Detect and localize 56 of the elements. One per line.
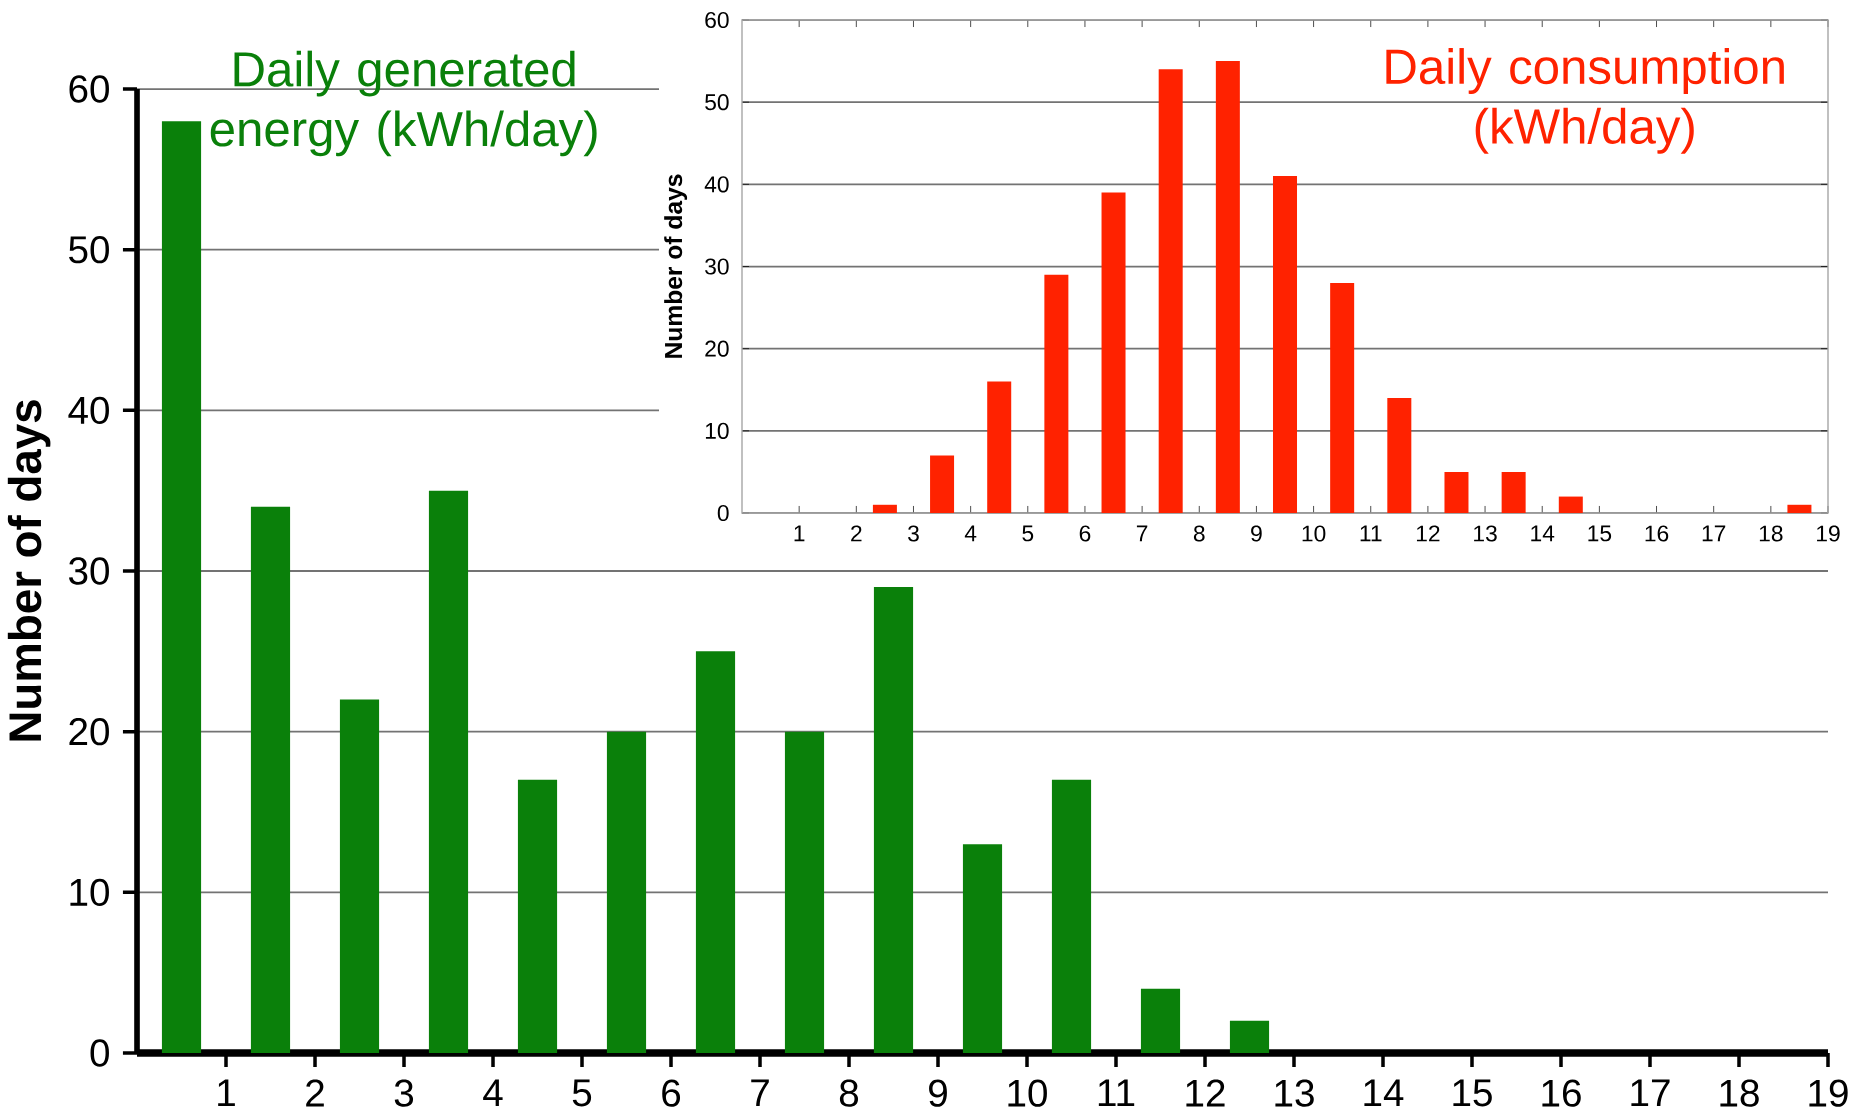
- x-tick-label: 6: [662, 1079, 681, 1107]
- x-tick-label: 4: [964, 525, 977, 542]
- x-tick-label: 10: [1302, 525, 1326, 542]
- y-axis-title: Number of days: [7, 400, 51, 741]
- x-tick-label: 19: [1809, 1079, 1848, 1107]
- x-tick-label: 18: [1720, 1079, 1759, 1107]
- y-tick-label: 50: [705, 94, 729, 111]
- y-tick-label: 60: [69, 75, 109, 103]
- y-tick-label: 20: [69, 718, 109, 746]
- x-tick-label: 10: [1008, 1079, 1047, 1107]
- chart-title: Daily generated energy (kWh/day): [210, 50, 597, 157]
- x-tick-label: 7: [751, 1079, 769, 1107]
- x-tick-label: 15: [1588, 525, 1612, 542]
- y-tick-label: 20: [705, 340, 729, 357]
- x-tick-label: 15: [1453, 1079, 1492, 1107]
- y-tick-label: 40: [704, 176, 729, 193]
- x-tick-label: 12: [1416, 525, 1440, 542]
- x-tick-label: 18: [1759, 525, 1783, 542]
- x-tick-label: 13: [1275, 1079, 1314, 1107]
- x-tick-label: 1: [218, 1079, 235, 1107]
- x-tick-label: 7: [1136, 525, 1148, 542]
- x-tick-label: 17: [1702, 525, 1726, 542]
- y-tick-label: 60: [705, 11, 729, 29]
- y-tick-label: 10: [705, 422, 729, 439]
- x-tick-label: 17: [1631, 1079, 1670, 1107]
- y-tick-label: 30: [705, 258, 729, 275]
- y-tick-label: 30: [69, 557, 109, 585]
- x-tick-label: 14: [1531, 525, 1555, 542]
- x-tick-label: 19: [1817, 525, 1840, 542]
- y-tick-label: 0: [90, 1039, 109, 1067]
- x-tick-label: 16: [1645, 525, 1669, 542]
- x-tick-label: 12: [1186, 1079, 1225, 1107]
- y-tick-label: 10: [70, 878, 109, 907]
- text: Daily consumption (kWh/day): [1386, 48, 1784, 154]
- x-tick-label: 3: [394, 1079, 414, 1107]
- y-tick-label: 50: [69, 236, 109, 264]
- x-tick-label: 2: [851, 525, 862, 542]
- x-tick-label: 13: [1474, 525, 1497, 542]
- x-tick-label: 2: [306, 1079, 324, 1107]
- y-axis-title: Number of days: [664, 174, 688, 358]
- x-tick-label: 1: [794, 525, 805, 542]
- x-tick-label: 11: [1360, 525, 1382, 542]
- x-tick-label: 9: [1251, 525, 1262, 542]
- x-tick-label: 5: [1022, 525, 1034, 542]
- x-tick-label: 14: [1364, 1079, 1404, 1107]
- x-tick-label: 9: [929, 1079, 947, 1107]
- x-tick-label: 5: [572, 1079, 592, 1107]
- x-tick-label: 16: [1542, 1079, 1581, 1107]
- x-tick-label: 11: [1098, 1079, 1135, 1107]
- x-tick-label: 6: [1079, 525, 1091, 542]
- y-tick-label: 40: [68, 396, 109, 425]
- x-tick-label: 3: [908, 525, 919, 542]
- x-tick-label: 4: [483, 1079, 503, 1107]
- x-tick-label: 8: [839, 1079, 859, 1107]
- y-tick-label: 0: [717, 504, 729, 522]
- x-tick-label: 8: [1193, 525, 1205, 542]
